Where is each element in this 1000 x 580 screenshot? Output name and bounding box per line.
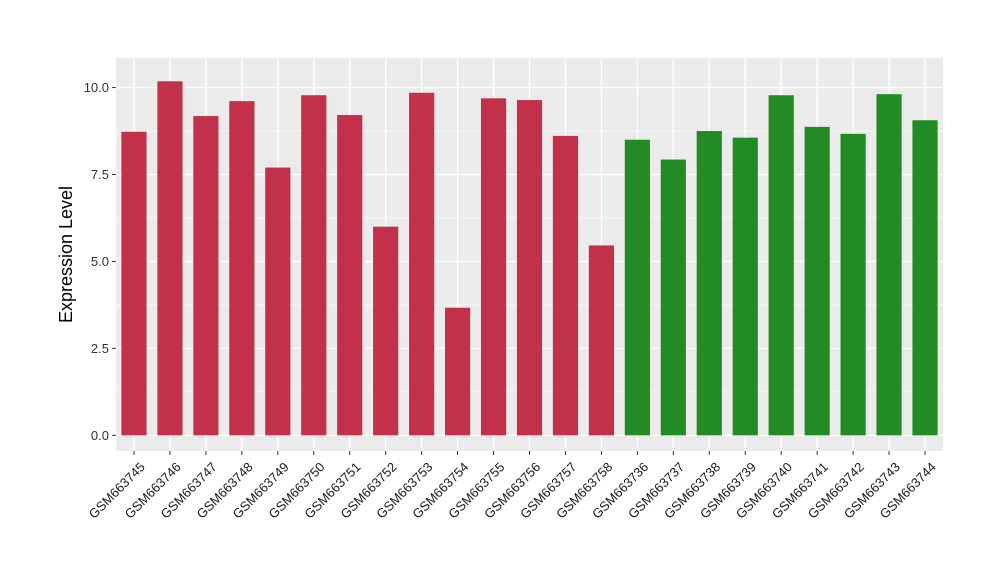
bar-GSM663745 xyxy=(121,131,147,436)
x-axis: GSM663745GSM663746GSM663747GSM663748GSM6… xyxy=(86,451,939,522)
bar-GSM663750 xyxy=(301,95,327,436)
bar-GSM663739 xyxy=(732,137,758,436)
y-tick-label: 0.0 xyxy=(91,428,109,443)
y-tick-label: 7.5 xyxy=(91,167,109,182)
y-axis: 0.0 2.5 5.0 7.5 10.0 xyxy=(84,80,116,443)
bar-GSM663736 xyxy=(624,139,650,436)
bar-GSM663755 xyxy=(480,98,507,436)
bar-GSM663742 xyxy=(840,133,866,436)
bar-GSM663757 xyxy=(552,135,579,436)
bar-GSM663738 xyxy=(696,131,722,436)
bar-GSM663737 xyxy=(660,159,686,436)
y-tick-label: 10.0 xyxy=(84,80,109,95)
bar-GSM663744 xyxy=(912,120,938,436)
bar-GSM663748 xyxy=(229,101,255,436)
bar-GSM663753 xyxy=(409,92,435,436)
y-tick-label: 5.0 xyxy=(91,254,109,269)
bar-GSM663752 xyxy=(373,226,399,436)
bar-GSM663741 xyxy=(804,126,830,436)
bar-GSM663754 xyxy=(445,307,471,436)
bar-GSM663756 xyxy=(516,100,543,436)
bars-layer xyxy=(121,81,938,436)
bar-GSM663747 xyxy=(193,116,219,436)
bar-GSM663746 xyxy=(157,81,183,436)
bar-GSM663749 xyxy=(265,167,291,436)
bar-GSM663740 xyxy=(768,95,794,436)
y-axis-title: Expression Level xyxy=(56,186,76,323)
bar-GSM663743 xyxy=(876,94,902,436)
bar-GSM663758 xyxy=(588,245,614,436)
bar-GSM663751 xyxy=(337,115,363,436)
y-tick-label: 2.5 xyxy=(91,341,109,356)
